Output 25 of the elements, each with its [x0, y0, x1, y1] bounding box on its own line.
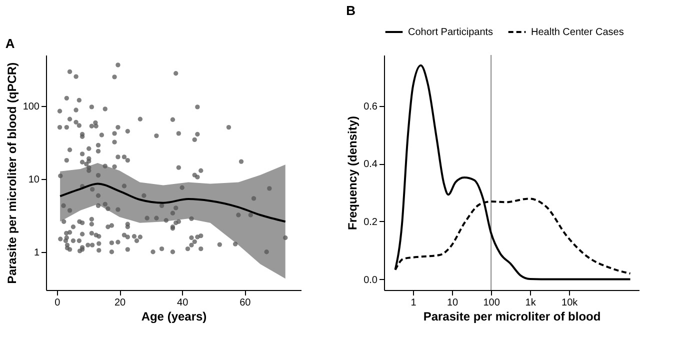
chart-title: B	[346, 3, 356, 18]
x-tick-label: 10k	[562, 298, 579, 308]
y-axis-title: Parasite per microliter of blood (qPCR)	[4, 62, 19, 284]
x-tick-label: 40	[177, 298, 189, 308]
x-tick-label: 0	[54, 298, 61, 308]
y-tick-label: 100	[22, 101, 40, 112]
x-tick-label: 20	[114, 298, 126, 308]
y-axis-title: Frequency (density)	[346, 116, 360, 230]
y-tick-label: 1	[34, 247, 40, 258]
y-tick-label: 0.0	[364, 274, 378, 286]
line-series	[59, 182, 286, 223]
x-tick-label: 1k	[525, 298, 537, 308]
x-tick-label: 10	[446, 298, 459, 308]
y-tick-label: 0.2	[364, 216, 378, 228]
x-tick-label: 100	[483, 298, 500, 308]
y-tick-label: 10	[28, 174, 40, 186]
x-tick-label: 60	[240, 298, 252, 308]
legend-label: Health Center Cases	[531, 27, 624, 38]
legend-label: Cohort Participants	[408, 27, 494, 38]
y-tick-label: 0.6	[364, 101, 378, 112]
chart-title: A	[5, 36, 16, 51]
x-axis-title: Age (years)	[141, 310, 207, 324]
y-tick-label: 0.4	[364, 159, 378, 170]
x-tick-label: 1	[410, 298, 417, 308]
x-axis-title: Parasite per microliter of blood	[423, 310, 601, 324]
